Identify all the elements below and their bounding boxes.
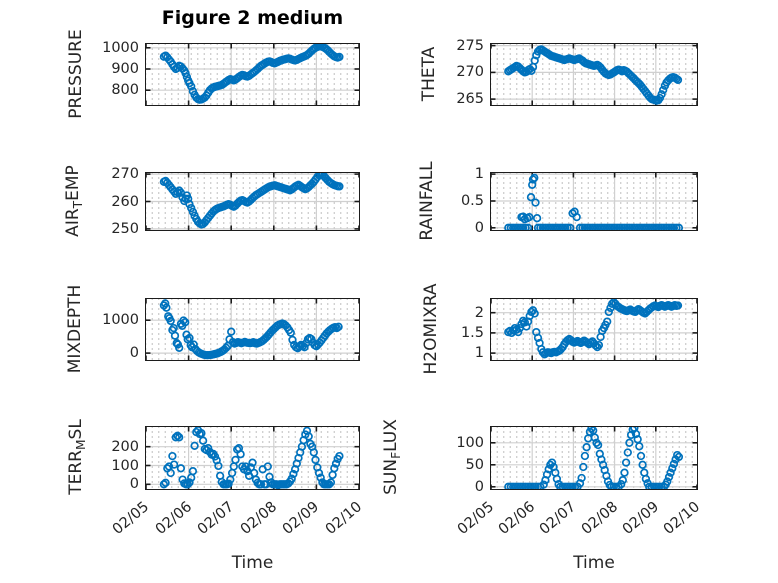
xlabel-time-right: Time	[573, 553, 615, 573]
plot-area-pressure	[146, 44, 359, 105]
ylabel-mixdepth: MIXDEPTH	[65, 284, 85, 373]
scatter-series-mixdepth	[159, 299, 343, 360]
ylabel-theta: THETA	[419, 46, 439, 101]
ytick-label-theta: 270	[456, 64, 484, 81]
ylabel-sun-flux: SUNFLUX	[380, 419, 404, 495]
ytick-label-terr-msl: 200	[111, 438, 139, 455]
ylabel-terr-msl: TERRMSL	[65, 419, 89, 495]
plot-area-h2omixra	[491, 299, 697, 360]
subplot-theta	[490, 43, 698, 106]
ytick-label-air-temp: 270	[111, 166, 139, 183]
ytick-label-air-temp: 260	[111, 193, 139, 210]
plot-area-rainfall	[491, 173, 697, 230]
subplot-rainfall	[490, 172, 698, 231]
ytick-label-pressure: 800	[111, 82, 139, 99]
scatter-series-sun-flux	[504, 427, 684, 489]
ytick-label-h2omixra: 2	[474, 304, 484, 321]
subplot-air-temp	[145, 172, 360, 231]
ytick-label-air-temp: 250	[111, 220, 139, 237]
ytick-label-theta: 265	[456, 91, 484, 108]
ytick-label-h2omixra: 1.5	[460, 324, 484, 341]
ytick-label-mixdepth: 1000	[102, 312, 139, 329]
ytick-label-sun-flux: 50	[465, 456, 484, 473]
ytick-label-sun-flux: 100	[456, 434, 484, 451]
ytick-label-pressure: 1000	[102, 39, 139, 56]
ytick-label-rainfall: 0	[474, 219, 484, 236]
ytick-label-rainfall: 0.5	[460, 192, 484, 209]
subplot-pressure	[145, 43, 360, 106]
ylabel-pressure: PRESSURE	[66, 28, 86, 119]
ytick-label-terr-msl: 100	[111, 457, 139, 474]
plot-area-air-temp	[146, 173, 359, 230]
ylabel-air-temp: AIRTEMP	[62, 164, 86, 237]
plot-area-terr-msl	[146, 427, 359, 489]
ytick-label-sun-flux: 0	[474, 478, 484, 495]
ytick-label-h2omixra: 1	[474, 345, 484, 362]
ylabel-rainfall: RAINFALL	[417, 160, 437, 241]
subplot-sun-flux	[490, 426, 698, 490]
subplot-terr-msl	[145, 426, 360, 490]
plot-area-sun-flux	[491, 427, 697, 489]
ytick-label-rainfall: 1	[474, 166, 484, 183]
scatter-series-rainfall	[504, 173, 684, 230]
subplot-h2omixra	[490, 298, 698, 361]
scatter-series-pressure	[159, 44, 344, 104]
plot-area-theta	[491, 44, 697, 105]
subplot-mixdepth	[145, 298, 360, 361]
ytick-label-theta: 275	[456, 37, 484, 54]
ylabel-h2omixra: H2OMIXRA	[421, 282, 441, 375]
scatter-series-theta	[504, 45, 683, 105]
ytick-label-mixdepth: 0	[129, 345, 139, 362]
plot-area-mixdepth	[146, 299, 359, 360]
figure-title: Figure 2 medium	[161, 7, 344, 29]
ytick-label-terr-msl: 0	[129, 476, 139, 493]
scatter-series-air-temp	[159, 173, 344, 229]
xlabel-time-left: Time	[231, 553, 274, 573]
scatter-series-terr-msl	[159, 427, 344, 489]
ytick-label-pressure: 900	[111, 60, 139, 77]
scatter-series-h2omixra	[504, 299, 683, 359]
